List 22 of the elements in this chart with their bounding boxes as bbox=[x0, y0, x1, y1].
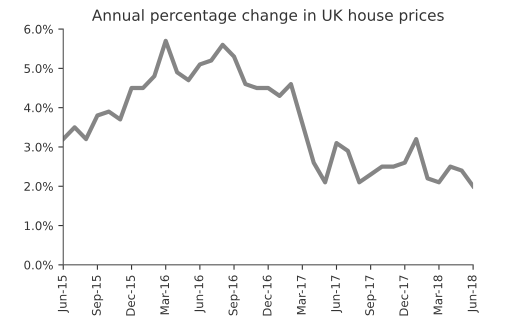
y-tick-label: 3.0% bbox=[24, 142, 53, 152]
x-tick-label: Sep-16 bbox=[228, 275, 240, 316]
x-tick-label: Dec-17 bbox=[399, 276, 408, 316]
y-tick-label: 5.0% bbox=[24, 64, 53, 74]
x-tick-label: Jun-16 bbox=[194, 275, 206, 313]
x-tick-label: Dec-16 bbox=[262, 275, 272, 316]
x-tick-label: Sep-15 bbox=[92, 276, 104, 316]
y-tick-label: 1.0% bbox=[24, 221, 53, 230]
x-tick-label: Mar-17 bbox=[296, 276, 306, 314]
x-tick-label: Mar-16 bbox=[160, 275, 170, 314]
y-tick-label: 6.0% bbox=[24, 24, 53, 34]
x-tick-label: Mar-18 bbox=[433, 275, 442, 314]
y-tick-label: 2.0% bbox=[24, 182, 53, 191]
y-tick-label: 4.0% bbox=[24, 103, 53, 112]
x-tick-label: Jun-18 bbox=[468, 275, 479, 313]
x-tick-label: Sep-17 bbox=[365, 276, 376, 316]
x-tick-label: Jun-17 bbox=[331, 276, 342, 313]
x-tick-label: Jun-15 bbox=[58, 276, 69, 313]
chart-title: Annual percentage change in UK house prices bbox=[92, 9, 444, 24]
line-series bbox=[63, 38, 474, 188]
x-tick-label: Dec-15 bbox=[126, 276, 135, 316]
y-tick-label: 0.0% bbox=[24, 260, 53, 270]
